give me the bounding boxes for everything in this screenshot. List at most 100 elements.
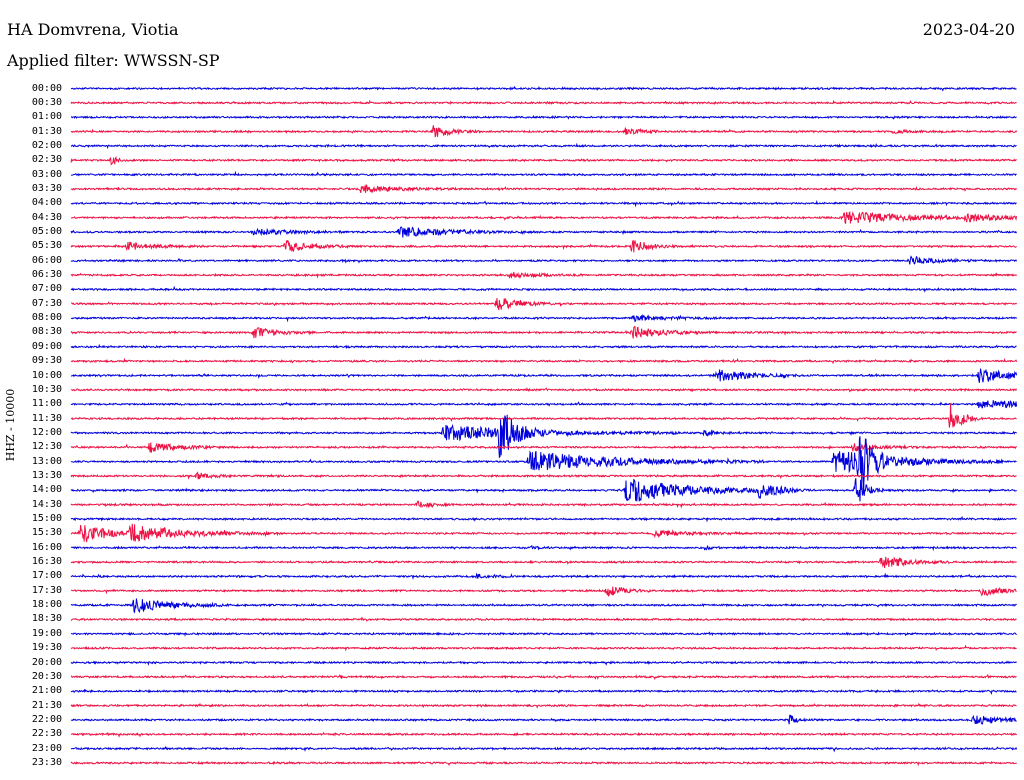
row-label: 02:00 bbox=[31, 139, 62, 151]
row-label: 18:30 bbox=[31, 613, 62, 625]
trace-row-2000 bbox=[70, 660, 1017, 666]
trace-row-1830 bbox=[70, 616, 1017, 622]
trace-row-1430 bbox=[70, 500, 1017, 509]
trace-row-0230 bbox=[70, 155, 1017, 166]
row-label: 18:00 bbox=[31, 599, 62, 611]
row-label: 21:00 bbox=[31, 685, 62, 697]
trace-row-2330 bbox=[70, 760, 1017, 767]
trace-row-0900 bbox=[70, 343, 1017, 349]
row-label: 02:30 bbox=[31, 154, 62, 166]
trace-row-0930 bbox=[70, 357, 1018, 365]
trace-row-1230 bbox=[70, 442, 1017, 453]
row-label: 16:30 bbox=[31, 556, 62, 568]
trace-row-1930 bbox=[70, 644, 1017, 652]
row-label: 08:00 bbox=[31, 312, 62, 324]
row-label: 17:00 bbox=[31, 570, 62, 582]
row-label: 04:00 bbox=[31, 197, 62, 209]
trace-row-1700 bbox=[70, 572, 1017, 580]
row-label: 19:00 bbox=[31, 627, 62, 639]
trace-row-2200 bbox=[70, 714, 1017, 725]
row-label: 11:00 bbox=[31, 398, 62, 410]
row-label: 12:30 bbox=[31, 441, 62, 453]
trace-row-0500 bbox=[70, 226, 1018, 238]
row-label: 06:00 bbox=[31, 254, 62, 266]
trace-row-0430 bbox=[70, 211, 1018, 224]
row-label: 20:00 bbox=[31, 656, 62, 668]
trace-row-0830 bbox=[70, 325, 1017, 339]
trace-row-1100 bbox=[70, 399, 1018, 409]
row-label: 16:00 bbox=[31, 541, 62, 553]
row-label: 22:00 bbox=[31, 713, 62, 725]
row-label: 13:30 bbox=[31, 469, 62, 481]
trace-row-2130 bbox=[70, 702, 1017, 709]
trace-row-2100 bbox=[70, 688, 1017, 696]
trace-row-2230 bbox=[71, 731, 1017, 738]
trace-row-1330 bbox=[70, 471, 1017, 480]
row-label: 15:30 bbox=[31, 527, 62, 539]
trace-row-2300 bbox=[70, 745, 1018, 753]
row-label: 08:30 bbox=[31, 326, 62, 338]
trace-row-0800 bbox=[70, 313, 1018, 323]
row-label: 07:00 bbox=[31, 283, 62, 295]
row-label: 12:00 bbox=[31, 426, 62, 438]
trace-row-0330 bbox=[70, 183, 1017, 194]
trace-row-1130 bbox=[70, 403, 1017, 428]
row-label: 05:30 bbox=[31, 240, 62, 252]
row-label: 03:00 bbox=[31, 168, 62, 180]
row-label: 01:00 bbox=[31, 111, 62, 123]
row-label: 14:00 bbox=[31, 484, 62, 496]
trace-row-0000 bbox=[70, 85, 1017, 92]
row-label: 15:00 bbox=[31, 513, 62, 524]
trace-row-1500 bbox=[70, 515, 1017, 523]
row-label: 23:30 bbox=[31, 756, 62, 768]
date-label: 2023-04-20 bbox=[922, 20, 1015, 39]
row-label: 00:30 bbox=[31, 96, 62, 108]
row-label: 05:00 bbox=[31, 226, 62, 237]
station-title: HA Domvrena, Viotia bbox=[7, 20, 179, 39]
row-label: 04:30 bbox=[31, 211, 62, 223]
row-label: 19:30 bbox=[31, 642, 62, 654]
row-label: 01:30 bbox=[31, 125, 62, 137]
row-label: 10:00 bbox=[31, 369, 62, 381]
trace-row-1630 bbox=[70, 556, 1017, 569]
row-label: 00:00 bbox=[31, 82, 62, 94]
row-label: 03:30 bbox=[31, 182, 62, 194]
row-label: 10:30 bbox=[31, 383, 62, 395]
trace-row-1300 bbox=[70, 436, 1017, 490]
trace-row-0730 bbox=[71, 297, 1017, 311]
row-label: 20:30 bbox=[31, 670, 62, 682]
row-label: 11:30 bbox=[31, 412, 62, 424]
row-label: 07:30 bbox=[31, 297, 62, 309]
trace-row-0400 bbox=[70, 199, 1017, 208]
trace-row-1800 bbox=[70, 598, 1017, 614]
row-label: 09:00 bbox=[31, 340, 62, 352]
row-label: 13:00 bbox=[31, 455, 62, 467]
trace-row-0030 bbox=[70, 99, 1017, 106]
row-label: 22:30 bbox=[31, 728, 62, 740]
row-label: 21:30 bbox=[31, 699, 62, 711]
trace-row-1200 bbox=[70, 414, 1017, 459]
filter-label: Applied filter: WWSSN-SP bbox=[7, 51, 220, 70]
trace-row-1400 bbox=[70, 478, 1017, 502]
trace-row-0200 bbox=[70, 142, 1017, 150]
trace-row-1730 bbox=[71, 586, 1017, 597]
row-label: 14:30 bbox=[31, 498, 62, 510]
row-label: 23:00 bbox=[31, 742, 62, 754]
trace-row-0300 bbox=[70, 170, 1017, 177]
trace-row-0130 bbox=[70, 125, 1018, 138]
trace-row-0630 bbox=[70, 271, 1017, 279]
row-label: 09:30 bbox=[31, 355, 62, 367]
trace-row-2030 bbox=[70, 673, 1017, 681]
trace-row-1530 bbox=[70, 523, 1017, 543]
trace-row-1900 bbox=[70, 631, 1017, 637]
trace-row-1000 bbox=[70, 368, 1018, 383]
trace-row-1030 bbox=[70, 386, 1018, 393]
trace-row-0600 bbox=[70, 255, 1018, 265]
trace-row-0530 bbox=[70, 239, 1017, 253]
trace-row-0100 bbox=[70, 114, 1017, 120]
row-label: 17:30 bbox=[31, 584, 62, 596]
row-label: 06:30 bbox=[31, 269, 62, 281]
trace-row-1600 bbox=[71, 544, 1017, 552]
trace-row-0700 bbox=[70, 285, 1017, 293]
